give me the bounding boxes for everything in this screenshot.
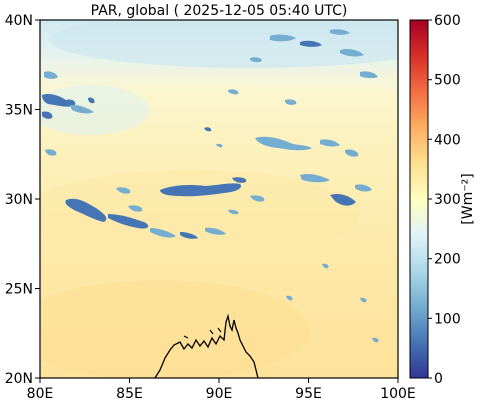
x-tick-label: 90E — [206, 386, 233, 402]
coastline — [154, 313, 259, 378]
x-tick-label: 80E — [27, 386, 54, 402]
x-tick-label: 100E — [380, 386, 416, 402]
colorbar-gradient — [409, 19, 429, 379]
x-axis: 80E 85E 90E 95E 100E — [27, 378, 416, 402]
y-tick-label: 30N — [5, 192, 33, 208]
y-tick-label: 35N — [5, 103, 33, 119]
colorbar-tick-label: 400 — [434, 132, 461, 148]
low-elevation-region — [40, 280, 310, 378]
high-par-region — [40, 170, 360, 260]
colorbar-tick-label: 0 — [434, 371, 443, 387]
y-tick-label: 20N — [5, 371, 33, 387]
colorbar-tick-label: 500 — [434, 73, 461, 89]
cloud-features — [42, 29, 379, 343]
colorbar-tick-label: 200 — [434, 252, 461, 268]
y-axis: 20N 25N 30N 35N 40N — [5, 13, 40, 387]
colorbar-label: [Wm⁻²] — [460, 173, 476, 224]
colorbar-tick-label: 600 — [434, 13, 461, 29]
map-plot — [40, 20, 398, 378]
y-tick-label: 40N — [5, 13, 33, 29]
colorbar-tick-label: 300 — [434, 192, 461, 208]
colorbar: 0 100 200 300 400 500 600 [Wm⁻²] — [409, 13, 476, 387]
upper-haze — [50, 20, 398, 68]
x-tick-label: 85E — [116, 386, 143, 402]
y-tick-label: 25N — [5, 282, 33, 298]
west-haze — [40, 85, 150, 135]
x-tick-label: 95E — [295, 386, 322, 402]
colorbar-tick-label: 100 — [434, 311, 461, 327]
coastline-islands — [183, 327, 222, 339]
map-title: PAR, global ( 2025-12-05 05:40 UTC) — [91, 3, 348, 19]
